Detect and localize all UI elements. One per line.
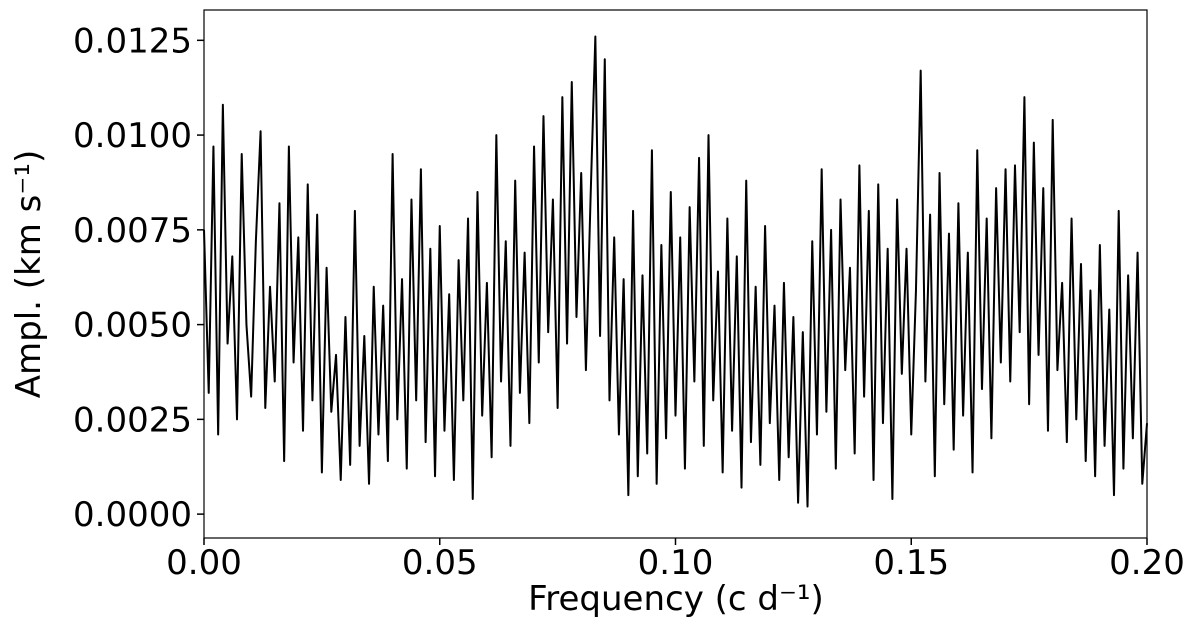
x-tick-label: 0.10 xyxy=(638,543,714,583)
y-axis-label: Ampl. (km s⁻¹) xyxy=(9,150,49,398)
x-tick-label: 0.05 xyxy=(402,543,478,583)
y-tick-label: 0.0050 xyxy=(73,306,192,346)
plot-frame xyxy=(203,9,1148,539)
y-tick-label: 0.0000 xyxy=(73,495,192,535)
x-tick-label: 0.15 xyxy=(873,543,949,583)
y-tick-label: 0.0100 xyxy=(73,116,192,156)
y-tick-label: 0.0025 xyxy=(73,400,192,440)
y-tick-label: 0.0075 xyxy=(73,211,192,251)
x-tick-label: 0.00 xyxy=(166,543,242,583)
y-tick-label: 0.0125 xyxy=(73,21,192,61)
series-line xyxy=(203,35,1148,508)
x-tick-label: 0.20 xyxy=(1109,543,1185,583)
x-axis-label: Frequency (c d⁻¹) xyxy=(528,579,824,619)
